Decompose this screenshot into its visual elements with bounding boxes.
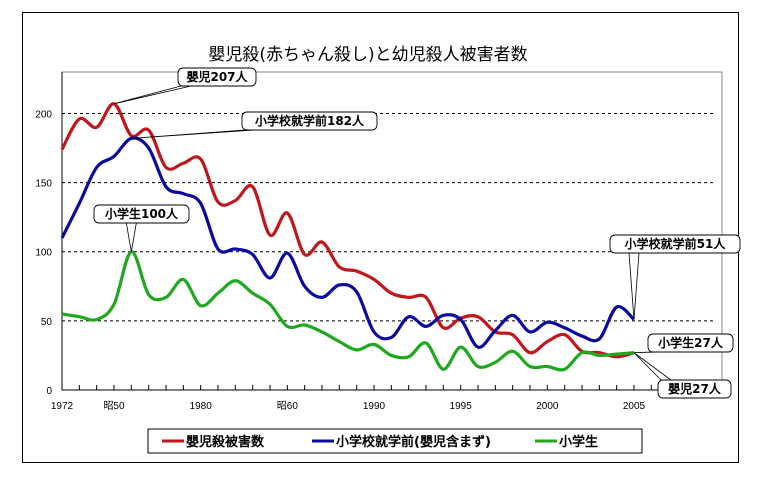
callout: 小学生100人 bbox=[93, 204, 190, 252]
callout: 嬰児27人 bbox=[633, 352, 732, 399]
series-line-2 bbox=[61, 250, 635, 372]
x-tick-label: 昭60 bbox=[277, 400, 299, 412]
y-tick-label: 200 bbox=[35, 109, 52, 120]
legend-label: 嬰児殺被害数 bbox=[186, 434, 265, 450]
callout: 嬰児207人 bbox=[113, 67, 257, 105]
chart-title: 嬰児殺(赤ちゃん殺し)と幼児殺人被害者数 bbox=[208, 45, 527, 65]
callout-box bbox=[177, 67, 257, 87]
callout-label: 小学生100人 bbox=[105, 206, 179, 221]
callout-label: 小学生27人 bbox=[658, 335, 724, 350]
callout-pointer bbox=[125, 222, 137, 252]
callout-pointer bbox=[628, 252, 640, 320]
callout: 小学校就学前51人 bbox=[609, 234, 741, 320]
x-tick-label: 2005 bbox=[623, 401, 646, 412]
callout-box bbox=[647, 333, 734, 353]
callout-label: 小学校就学前182人 bbox=[255, 113, 365, 128]
callout-label: 嬰児207人 bbox=[186, 69, 248, 84]
y-tick-label: 0 bbox=[46, 386, 52, 397]
callout-box bbox=[657, 379, 732, 399]
legend-label: 小学生 bbox=[559, 434, 598, 450]
x-tick-label: 1980 bbox=[190, 401, 213, 412]
callout-label: 嬰児27人 bbox=[668, 381, 722, 396]
legend-label: 小学校就学前(嬰児含まず) bbox=[336, 434, 491, 450]
x-tick-label: 2000 bbox=[536, 401, 559, 412]
callout-pointer bbox=[113, 85, 192, 105]
callout-box bbox=[241, 111, 378, 131]
x-tick-label: 1995 bbox=[450, 401, 473, 412]
series-line-0 bbox=[60, 102, 635, 359]
y-tick-label: 150 bbox=[35, 179, 52, 190]
callout: 小学校就学前182人 bbox=[131, 111, 378, 139]
x-tick-label: 1990 bbox=[363, 401, 386, 412]
y-tick-label: 100 bbox=[35, 248, 52, 259]
y-tick-label: 50 bbox=[41, 317, 53, 328]
callout-pointer bbox=[633, 352, 673, 381]
plot-area bbox=[61, 71, 723, 391]
callout-label: 小学校就学前51人 bbox=[625, 236, 727, 251]
callout: 小学生27人 bbox=[633, 333, 734, 354]
x-tick-label: 1972 bbox=[51, 401, 74, 412]
x-tick-label: 昭50 bbox=[103, 400, 125, 412]
callout-box bbox=[609, 234, 741, 254]
legend-box bbox=[147, 428, 643, 454]
series-line-1 bbox=[60, 136, 636, 349]
callout-box bbox=[93, 204, 190, 224]
